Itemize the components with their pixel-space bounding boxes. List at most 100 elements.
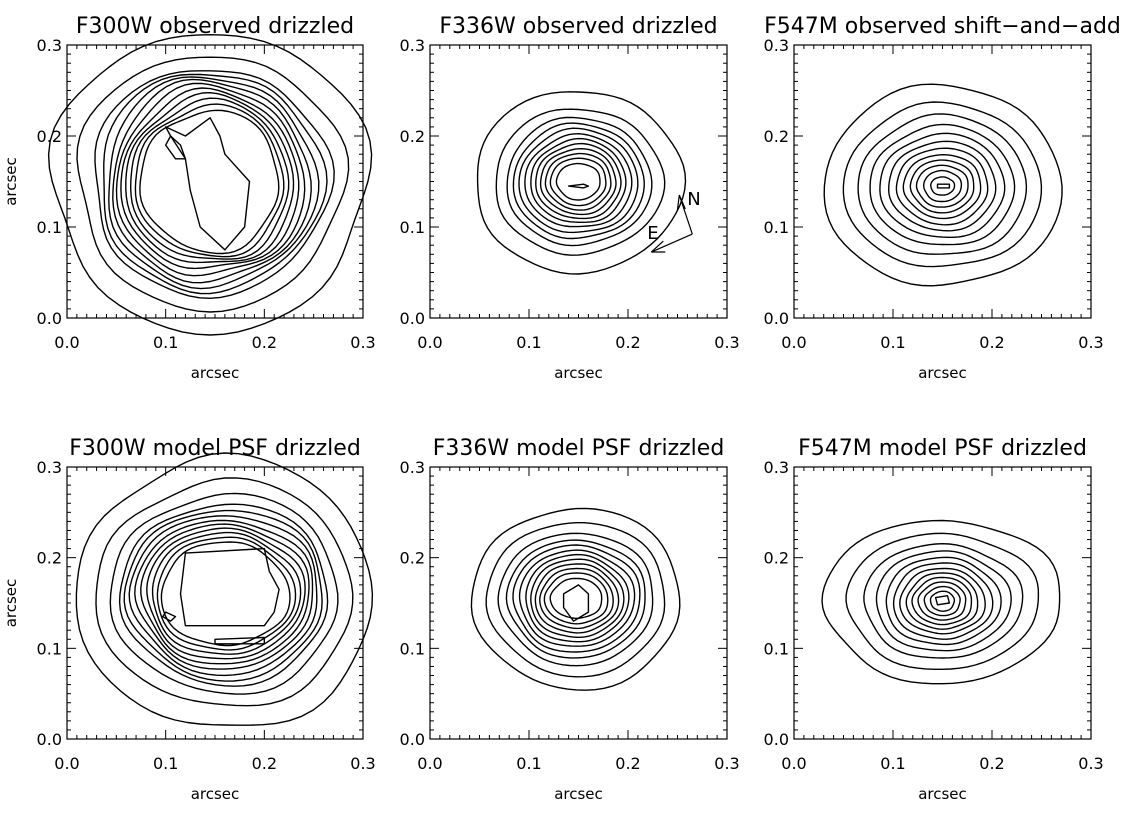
y-tick-label: 0.0: [37, 730, 62, 749]
contour-level: [534, 563, 620, 634]
panel-title: F336W model PSF drizzled: [433, 436, 725, 461]
y-tick-label: 0.1: [764, 218, 789, 237]
contour-level: [911, 576, 973, 626]
x-axis-label: arcsec: [554, 785, 603, 803]
contour-level: [512, 122, 645, 240]
contour-level: [140, 523, 310, 665]
contour-inner: [179, 547, 280, 627]
y-tick-label: 0.0: [400, 730, 425, 749]
contour-level: [535, 142, 622, 220]
x-tick-label: 0.3: [350, 754, 375, 773]
y-tick-label: 0.2: [764, 549, 789, 568]
x-tick-label: 0.0: [54, 754, 79, 773]
x-tick-label: 0.1: [516, 754, 541, 773]
y-tick-label: 0.2: [400, 549, 425, 568]
contour-level: [917, 581, 967, 621]
contour-level: [505, 539, 646, 659]
y-tick-label: 0.1: [400, 218, 425, 237]
x-tick-label: 0.1: [153, 333, 178, 352]
contour-level: [845, 532, 1040, 670]
contour-level: [118, 503, 329, 687]
north-label: N: [687, 189, 700, 210]
contour-level: [76, 56, 350, 313]
x-tick-label: 0.0: [417, 754, 442, 773]
x-tick-label: 0.1: [153, 754, 178, 773]
contour-level: [539, 567, 614, 630]
contour-level: [549, 157, 607, 207]
contour-level: [125, 91, 295, 264]
contour-level: [530, 137, 627, 224]
contour-level: [94, 70, 335, 299]
y-tick-label: 0.1: [400, 639, 425, 658]
contour-level: [923, 169, 963, 203]
contour-level: [909, 159, 975, 214]
y-tick-label: 0.1: [37, 218, 62, 237]
panel-2: F336W observed drizzled 0.0 0.1 0.2 0.3 0.0 0.…: [400, 14, 740, 382]
contour-level: [129, 97, 290, 260]
contour-level: [518, 127, 639, 234]
contour-level: [525, 553, 630, 643]
contour-inner: [164, 117, 251, 251]
x-tick-label: 0.1: [516, 333, 541, 352]
x-tick-label: 0.2: [979, 333, 1004, 352]
contour-level: [518, 549, 636, 647]
contour-level: [108, 76, 320, 290]
x-axis-label: arcsec: [918, 785, 967, 803]
x-tick-label: 0.2: [252, 333, 277, 352]
contour-level: [923, 585, 961, 617]
contour-level: [863, 543, 1024, 659]
contour-level: [139, 109, 280, 255]
contour-level: [879, 132, 1006, 239]
contour-level: [915, 164, 969, 208]
plot-frame: [429, 44, 728, 319]
contour-level: [485, 522, 666, 678]
contour-level: [120, 87, 300, 270]
contour-level: [495, 108, 666, 256]
contour-level: [875, 550, 1012, 652]
x-tick-label: 0.0: [781, 333, 806, 352]
panel-3: F547M observed shift−and−add 0.0 0.1 0.2 0.3…: [764, 14, 1121, 382]
y-tick-label: 0.3: [764, 458, 789, 477]
x-tick-label: 0.3: [714, 754, 739, 773]
panel-title: F300W model PSF drizzled: [69, 436, 361, 461]
panel-6: F547M model PSF drizzled 0.0 0.1 0.2 0.3 0.0 0…: [764, 436, 1104, 803]
contour-level: [497, 532, 654, 667]
panel-5: F336W model PSF drizzled 0.0 0.1 0.2 0.3 0.0 0…: [400, 436, 740, 803]
contour-inner: [567, 183, 590, 189]
contour-level: [47, 34, 373, 336]
y-tick-label: 0.1: [37, 639, 62, 658]
x-axis-label: arcsec: [554, 364, 603, 382]
panel-title: F547M observed shift−and−add: [764, 14, 1121, 39]
x-tick-label: 0.0: [54, 333, 79, 352]
contour-inner: [936, 183, 951, 189]
contour-level: [543, 572, 609, 625]
panel-title: F547M model PSF drizzled: [798, 436, 1087, 461]
contour-level: [539, 147, 617, 216]
x-tick-label: 0.3: [1078, 754, 1103, 773]
contour-inner: [164, 135, 187, 160]
contour-inner: [562, 584, 590, 622]
x-tick-label: 0.1: [880, 754, 905, 773]
contour-level: [103, 73, 328, 295]
contour-level: [885, 556, 1002, 646]
contour-level: [929, 590, 956, 612]
contour-level: [524, 132, 633, 228]
east-label: E: [647, 223, 658, 244]
contour-inner: [214, 636, 265, 645]
contour-inner: [934, 595, 951, 606]
contour-level: [905, 572, 979, 630]
y-tick-label: 0.1: [764, 639, 789, 658]
y-tick-label: 0.3: [400, 36, 425, 55]
y-tick-label: 0.3: [37, 36, 62, 55]
x-tick-label: 0.3: [350, 333, 375, 352]
contour-level: [899, 567, 986, 635]
y-tick-label: 0.0: [764, 309, 789, 328]
contour-level: [555, 162, 601, 201]
contour-inner: [161, 611, 177, 622]
x-axis-label: arcsec: [918, 364, 967, 382]
y-axis-label: arcsec: [2, 157, 20, 206]
y-tick-label: 0.2: [37, 549, 62, 568]
east-arrowhead: [650, 240, 664, 253]
y-tick-label: 0.0: [764, 730, 789, 749]
